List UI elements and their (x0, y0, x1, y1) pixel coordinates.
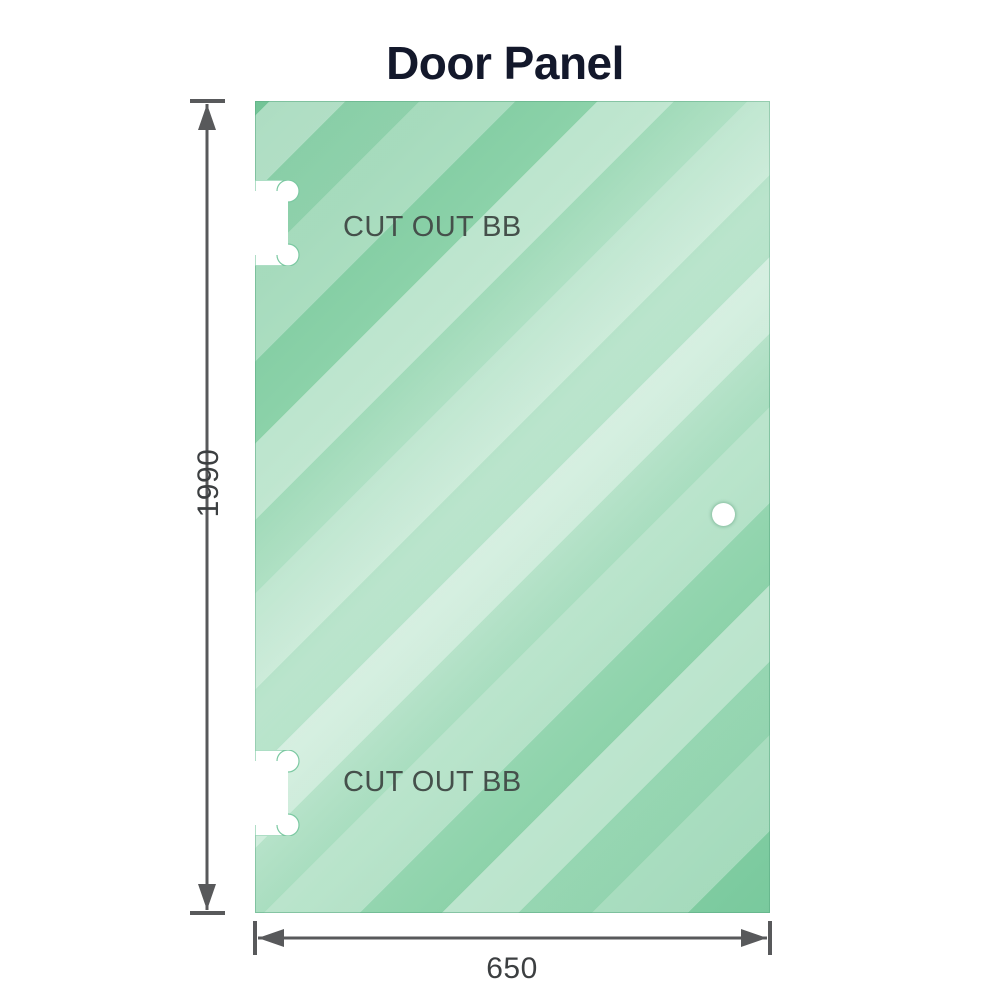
cutout-bottom-label: CUT OUT BB (343, 766, 522, 798)
glass-surface (255, 101, 770, 913)
handle-hole (712, 503, 735, 526)
page-title: Door Panel (386, 37, 624, 89)
width-dimension-label: 650 (486, 952, 538, 985)
cutout-bottom (255, 750, 302, 836)
height-dimension-label: 1990 (192, 448, 225, 518)
cutout-top (255, 180, 302, 266)
cutout-top-label: CUT OUT BB (343, 211, 522, 243)
